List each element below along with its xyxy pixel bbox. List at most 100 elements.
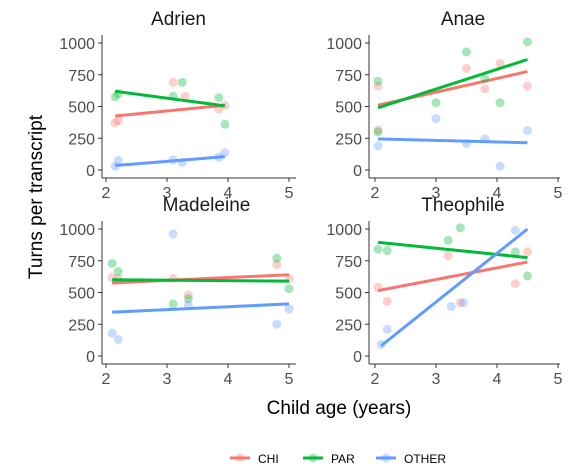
fit-line [112, 278, 290, 283]
legend-label: PAR [331, 452, 355, 466]
data-point [113, 115, 123, 125]
data-point [113, 334, 123, 344]
legend-item-par: PAR [303, 452, 355, 466]
series-chi [373, 247, 532, 308]
x-tick-label: 4 [493, 185, 502, 202]
data-point [284, 304, 294, 314]
x-tick-label: 4 [224, 371, 233, 388]
y-tick-label: 750 [335, 254, 362, 271]
data-point [168, 299, 178, 309]
data-point [510, 279, 520, 289]
panel-title: Anae [441, 9, 485, 30]
legend-item-chi: CHI [230, 452, 279, 466]
panel-madeleine: Madeleine 0 250 500 750 1000 2 3 4 5 [59, 195, 296, 388]
panel-title: Theophile [421, 195, 504, 216]
series-par [373, 223, 532, 281]
data-point [168, 229, 178, 239]
fit-line [377, 240, 528, 260]
data-point [523, 37, 532, 47]
data-point [272, 319, 282, 329]
y-tick-label: 500 [335, 286, 362, 303]
x-tick-label: 5 [554, 371, 563, 388]
data-point [272, 253, 282, 263]
data-point [510, 225, 520, 235]
legend-label: OTHER [404, 452, 446, 466]
fit-line [114, 89, 226, 108]
data-point [523, 271, 532, 281]
x-tick-label: 5 [554, 185, 563, 202]
x-tick-label: 2 [102, 185, 111, 202]
x-tick-label: 3 [432, 185, 441, 202]
x-tick-label: 4 [493, 371, 502, 388]
y-tick-label: 500 [68, 286, 95, 303]
series-par [373, 37, 532, 137]
data-point [523, 81, 532, 91]
fit-line [112, 302, 290, 314]
data-point [373, 125, 383, 135]
data-point [107, 258, 117, 268]
series-other [110, 148, 230, 171]
data-point [382, 324, 392, 334]
data-point [183, 290, 193, 300]
y-tick-label: 250 [335, 131, 362, 148]
x-tick-label: 3 [432, 371, 441, 388]
data-point [462, 47, 471, 57]
y-tick-label: 1000 [59, 222, 95, 239]
data-point [214, 93, 224, 103]
data-point [168, 77, 178, 87]
panel-title: Madeleine [163, 195, 251, 216]
data-point [495, 98, 505, 108]
data-point [443, 251, 453, 261]
fit-line [115, 103, 226, 118]
data-point [177, 77, 187, 87]
x-tick-label: 5 [285, 371, 294, 388]
data-point [455, 298, 465, 308]
y-tick-label: 0 [353, 163, 362, 180]
data-point [480, 74, 490, 84]
data-point [373, 81, 383, 91]
y-tick-label: 0 [86, 349, 95, 366]
y-tick-label: 750 [68, 254, 95, 271]
panel-anae: Anae 0 250 500 750 1000 2 3 4 5 [326, 9, 562, 202]
legend-key-point [381, 453, 391, 463]
y-tick-label: 500 [68, 100, 95, 117]
y-tick-label: 250 [68, 317, 95, 334]
x-tick-label: 3 [163, 185, 172, 202]
series-other [373, 114, 532, 171]
legend-label: CHI [258, 452, 279, 466]
fit-line [380, 227, 529, 348]
fit-line [115, 155, 226, 168]
x-tick-label: 3 [163, 371, 172, 388]
y-tick-label: 0 [86, 163, 95, 180]
fit-line [377, 260, 528, 293]
data-point [373, 127, 383, 137]
data-point [443, 235, 453, 245]
data-point [220, 119, 230, 129]
data-point [523, 247, 532, 257]
series-other [107, 229, 294, 344]
data-point [373, 244, 383, 254]
legend: CHI PAR OTHER [230, 452, 446, 466]
series-par [110, 77, 230, 129]
x-tick-label: 5 [285, 185, 294, 202]
data-point [462, 63, 471, 73]
y-tick-label: 500 [335, 100, 362, 117]
legend-item-other: OTHER [376, 452, 446, 466]
data-point [382, 296, 392, 306]
panel-adrien: Adrien 0 250 500 750 1000 2 3 4 5 [59, 9, 296, 202]
series-par [107, 253, 294, 309]
x-tick-label: 2 [102, 371, 111, 388]
data-point [220, 148, 230, 158]
y-tick-label: 250 [335, 317, 362, 334]
data-point [431, 98, 441, 108]
data-point [272, 260, 282, 270]
x-axis-title: Child age (years) [267, 398, 412, 419]
data-point [284, 284, 294, 294]
x-tick-label: 4 [224, 185, 233, 202]
data-point [183, 294, 193, 304]
data-point [180, 91, 190, 101]
panel-theophile: Theophile 0 250 500 750 1000 2 3 4 5 [326, 195, 562, 388]
data-point [431, 114, 441, 124]
y-tick-label: 0 [353, 349, 362, 366]
